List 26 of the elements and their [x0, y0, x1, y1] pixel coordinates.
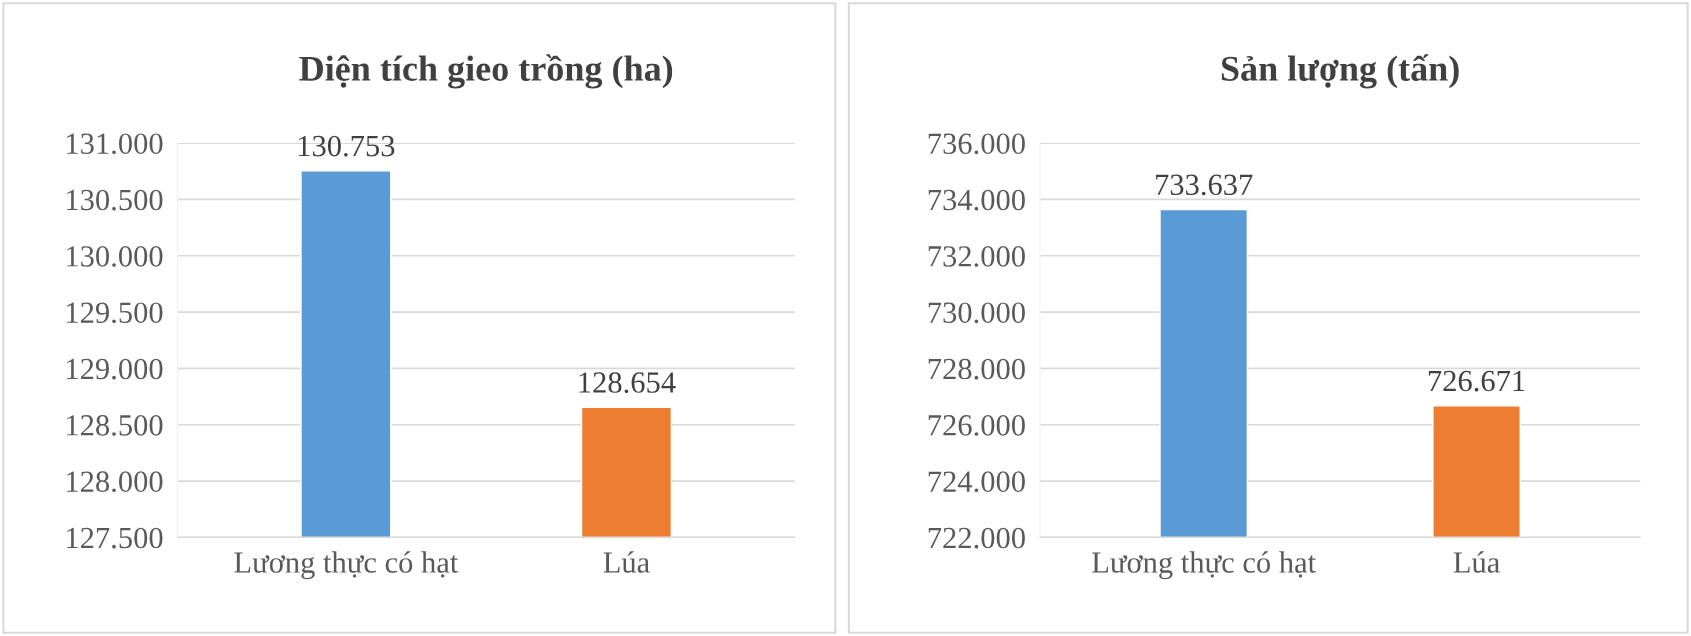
- chart-title: Diện tích gieo trồng (ha): [299, 54, 673, 89]
- y-tick-label: 724.000: [928, 471, 1025, 493]
- y-tick-label: 128.000: [67, 471, 163, 493]
- data-label: 130.753: [298, 135, 395, 157]
- y-tick-label: 722.000: [928, 527, 1025, 549]
- y-tick-label: 732.000: [928, 246, 1025, 267]
- y-tick-label: 726.000: [928, 415, 1025, 436]
- data-label: 726.671: [1428, 370, 1525, 392]
- x-tick-label: Lương thực có hạt: [1092, 551, 1316, 580]
- y-tick-label: 130.500: [67, 189, 163, 211]
- y-tick-label: 128.500: [67, 415, 163, 436]
- x-tick-label: Lương thực có hạt: [234, 551, 459, 580]
- y-tick-label: 129.500: [67, 302, 163, 324]
- y-tick-label: 736.000: [928, 133, 1025, 155]
- data-label: 733.637: [1156, 174, 1253, 196]
- x-tick-label: Lúa: [603, 551, 650, 573]
- y-tick-label: 734.000: [928, 189, 1025, 211]
- data-label: 128.654: [579, 372, 676, 393]
- chart-title: Sản lượng (tấn): [1221, 54, 1459, 89]
- y-tick-label: 129.000: [67, 358, 163, 380]
- y-tick-label: 130.000: [67, 246, 163, 267]
- y-tick-label: 127.500: [67, 527, 163, 549]
- x-tick-label: Lúa: [1453, 551, 1500, 573]
- y-tick-label: 730.000: [928, 302, 1025, 324]
- y-tick-label: 728.000: [928, 358, 1025, 380]
- y-tick-label: 131.000: [67, 133, 163, 155]
